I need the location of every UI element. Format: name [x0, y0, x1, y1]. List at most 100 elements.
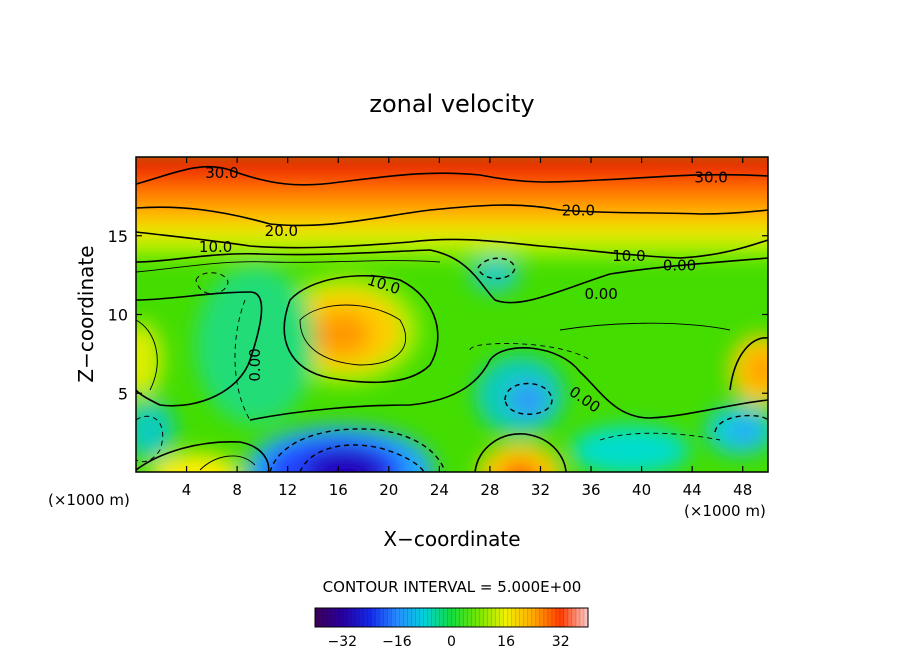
- colorbar-cell: [431, 608, 436, 627]
- colorbar-cell: [355, 608, 360, 627]
- colorbar-cell: [451, 608, 456, 627]
- colorbar-cell: [579, 608, 585, 627]
- colorbar-cell: [319, 608, 324, 627]
- colorbar-cell: [315, 608, 320, 627]
- colorbar-cell: [471, 608, 476, 627]
- contour-label: 10.0: [199, 238, 232, 256]
- colorbar-cell: [447, 608, 452, 627]
- colorbar-cell: [563, 608, 569, 627]
- colorbar-cell: [379, 608, 384, 627]
- x-tick-label: 12: [278, 481, 297, 499]
- colorbar-cell: [467, 608, 472, 627]
- colorbar-cell: [455, 608, 460, 627]
- y-axis-label: Z−coordinate: [74, 245, 98, 382]
- x-tick-label: 44: [683, 481, 702, 499]
- y-axis-ticks: 5 10 15: [108, 227, 768, 403]
- colorbar-cell: [523, 608, 529, 627]
- x-tick-label: 16: [329, 481, 348, 499]
- colorbar-cell: [359, 608, 364, 627]
- x-tick-label: 8: [232, 481, 242, 499]
- contour-label: 20.0: [562, 202, 595, 220]
- colorbar-cell: [491, 608, 497, 627]
- x-tick-label: 40: [632, 481, 651, 499]
- colorbar-cell: [343, 608, 348, 627]
- colorbar-cell: [507, 608, 513, 627]
- colorbar-cell: [543, 608, 549, 627]
- x-axis-ticks: 4 8 12 16 20 24 28 32 36 40 44 48: [182, 157, 752, 499]
- contour-label: 0.00: [584, 285, 617, 303]
- colorbar-cell: [511, 608, 517, 627]
- y-tick-label: 5: [118, 384, 128, 403]
- colorbar-cell: [351, 608, 356, 627]
- colorbar-cell: [387, 608, 392, 627]
- contour-label: 30.0: [694, 168, 727, 186]
- colorbar-cell: [503, 608, 509, 627]
- colorbar-cell: [583, 608, 589, 627]
- colorbar-cell: [475, 608, 481, 627]
- x-tick-label: 32: [531, 481, 550, 499]
- colorbar-cell: [347, 608, 352, 627]
- x-axis-label: X−coordinate: [383, 527, 520, 551]
- colorbar-cell: [459, 608, 464, 627]
- colorbar-cell: [339, 608, 344, 627]
- x-tick-label: 48: [733, 481, 752, 499]
- colorbar-cell: [427, 608, 432, 627]
- colorbar-cell: [547, 608, 553, 627]
- contour-label: 20.0: [265, 222, 298, 240]
- colorbar-cell: [415, 608, 420, 627]
- x-tick-label: 20: [379, 481, 398, 499]
- contour-lines: [136, 165, 768, 472]
- heatmap-field: [136, 157, 768, 472]
- contour-label: 0.00: [246, 348, 264, 381]
- colorbar-cell: [499, 608, 505, 627]
- colorbar-cell: [399, 608, 404, 627]
- colorbar-frame: [314, 607, 589, 628]
- colorbar-tick-label: 0: [447, 634, 456, 650]
- y-tick-label: 15: [108, 227, 128, 246]
- x-unit-right: (×1000 m): [684, 502, 766, 520]
- colorbar-cell: [375, 608, 380, 627]
- contour-label-group: 30.0 30.020.020.010.010.010.00.000.000.00…: [199, 164, 728, 417]
- colorbar-cell: [531, 608, 537, 627]
- contour-interval-label: CONTOUR INTERVAL = 5.000E+00: [323, 578, 582, 596]
- x-tick-label: 24: [430, 481, 449, 499]
- y-tick-label: 10: [108, 306, 128, 325]
- colorbar-cell: [371, 608, 376, 627]
- contour-label: 30.0: [205, 164, 238, 182]
- colorbar-cell: [575, 608, 581, 627]
- colorbar-cell: [383, 608, 388, 627]
- colorbar-cell: [463, 608, 468, 627]
- x-tick-label: 28: [480, 481, 499, 499]
- colorbar-cell: [483, 608, 489, 627]
- colorbar-tick-label: −16: [382, 634, 412, 650]
- colorbar-cell: [335, 608, 340, 627]
- colorbar-cell: [403, 608, 408, 627]
- colorbar-cell: [551, 608, 557, 627]
- colorbar-tick-label: 16: [497, 634, 515, 650]
- colorbar-cell: [407, 608, 412, 627]
- colorbar-tick-label: −32: [328, 634, 358, 650]
- contour-label: 10.0: [612, 247, 645, 265]
- colorbar-cell: [419, 608, 424, 627]
- colorbar-cell: [411, 608, 416, 627]
- colorbar-cell: [555, 608, 561, 627]
- x-tick-label: 4: [182, 481, 192, 499]
- x-unit-left: (×1000 m): [48, 491, 130, 509]
- negative-contours: [136, 257, 768, 472]
- colorbar-cell: [571, 608, 577, 627]
- colorbar-cell: [327, 608, 332, 627]
- colorbar-cell: [323, 608, 328, 627]
- colorbar-cell: [487, 608, 493, 627]
- colorbar-cell: [443, 608, 448, 627]
- colorbar-cell: [479, 608, 485, 627]
- colorbar-cell: [535, 608, 541, 627]
- colorbar-cell: [519, 608, 525, 627]
- colorbar-cell: [559, 608, 565, 627]
- chart-title: zonal velocity: [369, 90, 534, 118]
- colorbar-cell: [495, 608, 501, 627]
- x-tick-label: 36: [581, 481, 600, 499]
- colorbar-cell: [527, 608, 533, 627]
- colorbar-cell: [331, 608, 336, 627]
- contour-label: 0.00: [663, 257, 696, 275]
